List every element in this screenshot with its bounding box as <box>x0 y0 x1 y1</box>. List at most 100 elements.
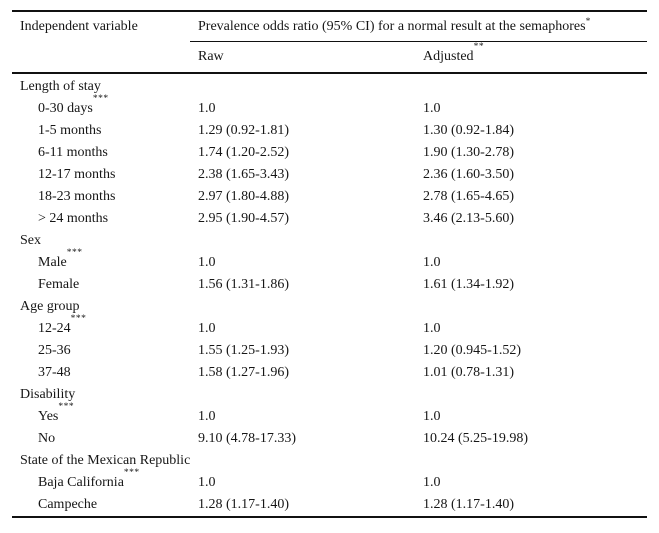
span-header-text: Prevalence odds ratio (95% CI) for a nor… <box>198 18 586 34</box>
adjusted-header-text: Adjusted <box>423 49 474 64</box>
raw-value: 1.56 (1.31-1.86) <box>198 277 289 292</box>
group-header-row: Sex <box>12 230 647 252</box>
column-header-adjusted: Adjusted** <box>415 43 647 65</box>
adjusted-value: 1.28 (1.17-1.40) <box>423 497 514 512</box>
data-row: Female 1.56 (1.31-1.86) 1.61 (1.34-1.92) <box>12 274 647 296</box>
data-row: 1-5 months 1.29 (0.92-1.81) 1.30 (0.92-1… <box>12 120 647 142</box>
group-label: Disability <box>20 387 76 402</box>
column-header-span: Prevalence odds ratio (95% CI) for a nor… <box>190 12 647 42</box>
data-row: 37-48 1.58 (1.27-1.96) 1.01 (0.78-1.31) <box>12 362 647 384</box>
row-label-text: 0-30 days <box>38 101 93 116</box>
group-header-row: Length of stay <box>12 76 647 98</box>
row-label-text: Yes <box>38 409 59 424</box>
adjusted-value: 1.61 (1.34-1.92) <box>423 277 514 292</box>
group-header-row: Age group <box>12 296 647 318</box>
raw-value: 1.58 (1.27-1.96) <box>198 365 289 380</box>
column-header-independent-variable: Independent variable <box>20 19 138 34</box>
data-row: 25-36 1.55 (1.25-1.93) 1.20 (0.945-1.52) <box>12 340 647 362</box>
data-row: 0-30 days*** 1.0 1.0 <box>12 95 647 120</box>
footnote-marker-triple: *** <box>58 402 75 413</box>
row-label-text: 6-11 months <box>38 145 108 160</box>
group-label: Length of stay <box>20 79 101 94</box>
adjusted-value: 1.0 <box>423 255 441 270</box>
group-label: Age group <box>20 299 80 314</box>
raw-value: 1.28 (1.17-1.40) <box>198 497 289 512</box>
row-label-text: Campeche <box>38 497 98 512</box>
column-header-raw: Raw <box>198 49 224 64</box>
data-row: 18-23 months 2.97 (1.80-4.88) 2.78 (1.65… <box>12 186 647 208</box>
adjusted-value: 1.0 <box>423 409 441 424</box>
row-label-text: 12-17 months <box>38 167 116 182</box>
row-label-text: Male <box>38 255 67 270</box>
raw-value: 1.0 <box>198 409 216 424</box>
row-label: 12-17 months <box>12 164 190 186</box>
adjusted-value: 1.30 (0.92-1.84) <box>423 123 514 138</box>
row-label: 25-36 <box>12 340 190 362</box>
row-label: 0-30 days*** <box>12 95 190 120</box>
adjusted-value: 3.46 (2.13-5.60) <box>423 211 514 226</box>
row-label-text: 25-36 <box>38 343 71 358</box>
data-row: 12-24*** 1.0 1.0 <box>12 315 647 340</box>
footnote-marker-double: ** <box>473 42 485 53</box>
data-row: Male*** 1.0 1.0 <box>12 249 647 274</box>
adjusted-value: 1.90 (1.30-2.78) <box>423 145 514 160</box>
row-label-text: No <box>38 431 56 446</box>
raw-value: 9.10 (4.78-17.33) <box>198 431 296 446</box>
row-label: Baja California*** <box>12 469 190 494</box>
row-label: > 24 months <box>12 208 190 230</box>
footnote-marker-triple: *** <box>92 94 109 105</box>
data-row: 6-11 months 1.74 (1.20-2.52) 1.90 (1.30-… <box>12 142 647 164</box>
data-row: 12-17 months 2.38 (1.65-3.43) 2.36 (1.60… <box>12 164 647 186</box>
row-label-text: Female <box>38 277 80 292</box>
row-label-text: 1-5 months <box>38 123 102 138</box>
raw-value: 1.29 (0.92-1.81) <box>198 123 289 138</box>
raw-value: 1.0 <box>198 255 216 270</box>
footnote-marker-triple: *** <box>66 248 83 259</box>
table-body: Length of stay 0-30 days*** 1.0 1.0 1-5 … <box>12 74 647 516</box>
raw-value: 2.97 (1.80-4.88) <box>198 189 289 204</box>
adjusted-value: 1.0 <box>423 321 441 336</box>
group-header-row: Disability <box>12 384 647 406</box>
row-label: No <box>12 428 190 450</box>
row-label: Yes*** <box>12 403 190 428</box>
odds-ratio-table: Independent variable Prevalence odds rat… <box>12 10 647 518</box>
group-header-row: State of the Mexican Republic <box>12 450 647 472</box>
footnote-marker-triple: *** <box>70 314 87 325</box>
data-row: Yes*** 1.0 1.0 <box>12 403 647 428</box>
raw-value: 1.0 <box>198 475 216 490</box>
row-label: Female <box>12 274 190 296</box>
raw-value: 2.95 (1.90-4.57) <box>198 211 289 226</box>
row-label: 18-23 months <box>12 186 190 208</box>
row-label: 6-11 months <box>12 142 190 164</box>
adjusted-value: 1.20 (0.945-1.52) <box>423 343 521 358</box>
raw-value: 2.38 (1.65-3.43) <box>198 167 289 182</box>
footnote-marker-triple: *** <box>123 468 140 479</box>
row-label-text: > 24 months <box>38 211 109 226</box>
table-header-row-2: Raw Adjusted** <box>12 42 647 74</box>
group-label: Sex <box>20 233 41 248</box>
raw-value: 1.0 <box>198 321 216 336</box>
raw-value: 1.55 (1.25-1.93) <box>198 343 289 358</box>
row-label-text: 18-23 months <box>38 189 116 204</box>
raw-value: 1.74 (1.20-2.52) <box>198 145 289 160</box>
row-label: Campeche <box>12 494 190 516</box>
data-row: Campeche 1.28 (1.17-1.40) 1.28 (1.17-1.4… <box>12 494 647 516</box>
table-header-row-1: Independent variable Prevalence odds rat… <box>12 12 647 42</box>
row-label-text: 12-24 <box>38 321 71 336</box>
row-label: 1-5 months <box>12 120 190 142</box>
adjusted-value: 1.0 <box>423 475 441 490</box>
adjusted-value: 1.01 (0.78-1.31) <box>423 365 514 380</box>
row-label: Male*** <box>12 249 190 274</box>
adjusted-value: 2.36 (1.60-3.50) <box>423 167 514 182</box>
group-label: State of the Mexican Republic <box>20 453 191 468</box>
adjusted-value: 1.0 <box>423 101 441 116</box>
data-row: No 9.10 (4.78-17.33) 10.24 (5.25-19.98) <box>12 428 647 450</box>
raw-value: 1.0 <box>198 101 216 116</box>
adjusted-value: 2.78 (1.65-4.65) <box>423 189 514 204</box>
row-label: 12-24*** <box>12 315 190 340</box>
data-row: Baja California*** 1.0 1.0 <box>12 469 647 494</box>
row-label-text: Baja California <box>38 475 124 490</box>
data-row: > 24 months 2.95 (1.90-4.57) 3.46 (2.13-… <box>12 208 647 230</box>
row-label-text: 37-48 <box>38 365 71 380</box>
row-label: 37-48 <box>12 362 190 384</box>
